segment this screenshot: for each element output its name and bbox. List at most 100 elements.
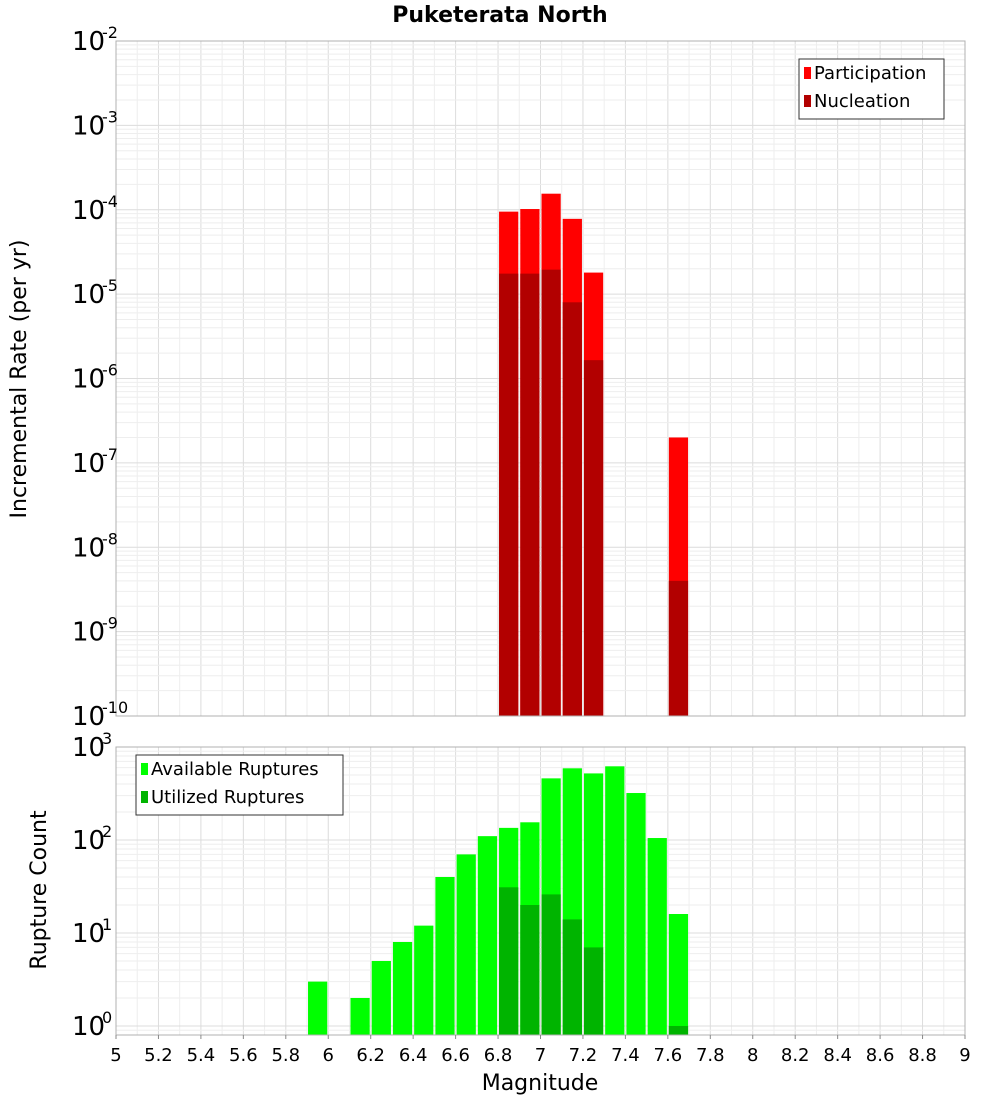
y-tick-base: 10 [72,280,105,310]
bar [499,887,519,1035]
bar [456,854,476,1035]
plot-frame [115,40,966,717]
x-tick-label: 7.6 [654,1045,683,1066]
y-tick-base: 10 [72,826,105,856]
top-y-axis-label: Incremental Rate (per yr) [7,240,32,519]
chart-title: Puketerata North [392,3,607,28]
bar [605,766,625,1035]
y-tick-base: 10 [72,1012,105,1042]
top-panel: 10-210-310-410-510-610-710-810-910-10Par… [72,23,966,732]
grid [115,40,966,717]
bar [477,836,498,1035]
y-tick-exponent: 3 [102,729,112,748]
y-tick-label: 10-8 [72,529,118,563]
y-tick-label: 10-6 [72,361,118,395]
y-tick-exponent: -2 [102,23,118,42]
x-tick-label: 6.6 [441,1045,470,1066]
bar [668,1025,689,1035]
bar [583,360,604,716]
y-tick-exponent: 2 [102,822,112,841]
y-tick-exponent: -5 [102,276,118,295]
y-tick-base: 10 [72,919,105,949]
bar [308,981,328,1035]
x-tick-label: 5.4 [187,1045,216,1066]
bar [499,273,519,716]
y-tick-base: 10 [72,365,105,395]
x-tick-label: 5.6 [229,1045,258,1066]
y-tick-exponent: -9 [102,614,118,633]
x-tick-label: 8.6 [866,1045,895,1066]
x-axis-label: Magnitude [482,1071,599,1096]
y-tick-label: 10-7 [72,445,118,479]
bottom-y-axis-label: Rupture Count [27,810,52,970]
x-axis: 5 5.2 5.4 5.6 5.8 6 6.2 6.4 6.6 6.8 7 7.2 7.4 7.6 7.8 8… [110,1035,971,1066]
x-tick-label: 9 [959,1045,970,1066]
y-tick-label: 103 [72,729,112,763]
y-tick-base: 10 [72,111,105,141]
y-tick-base: 10 [72,196,105,226]
bar [520,273,540,716]
y-tick-base: 10 [72,533,105,563]
bar [647,838,667,1035]
bar [562,919,582,1035]
x-tick-label: 6.8 [484,1045,513,1066]
y-tick-exponent: -10 [102,698,128,717]
y-tick-base: 10 [72,702,105,732]
y-tick-label: 100 [72,1008,112,1042]
y-tick-exponent: -4 [102,192,118,211]
bar [541,894,561,1035]
legend-swatch [141,791,148,803]
bar [414,925,434,1035]
legend-label: Participation [814,63,926,84]
y-tick-label: 10-10 [72,698,128,732]
x-tick-label: 8 [747,1045,758,1066]
x-tick-label: 8.2 [781,1045,810,1066]
bar [435,877,455,1035]
legend: Participation Nucleation [798,58,945,120]
bar [562,302,582,716]
y-tick-exponent: -3 [102,107,118,126]
x-tick-label: 7.4 [611,1045,640,1066]
x-tick-label: 8.8 [908,1045,937,1066]
y-tick-label: 10-4 [72,192,118,226]
series-available-ruptures [308,766,689,1035]
legend-box [135,754,344,816]
x-tick-label: 6 [323,1045,334,1066]
y-tick-base: 10 [72,449,105,479]
y-tick-label: 102 [72,822,112,856]
x-tick-label: 6.4 [399,1045,428,1066]
bar [541,269,561,716]
y-tick-label: 10-9 [72,614,118,648]
legend-label: Available Ruptures [151,759,319,780]
bar [583,947,604,1035]
x-tick-label: 7.2 [569,1045,598,1066]
bar [350,997,370,1035]
series-nucleation [499,269,689,716]
series-utilized-ruptures [499,887,689,1035]
y-tick-exponent: -6 [102,361,118,380]
bar [392,942,413,1035]
x-tick-label: 7 [535,1045,546,1066]
y-tick-label: 101 [72,915,112,949]
x-tick-label: 6.2 [356,1045,385,1066]
x-tick-label: 7.8 [696,1045,725,1066]
legend-label: Nucleation [814,91,910,112]
y-tick-exponent: -7 [102,445,118,464]
x-tick-label: 5.2 [144,1045,173,1066]
y-tick-label: 10-2 [72,23,118,57]
bar [520,904,540,1035]
legend: Available Ruptures Utilized Ruptures [135,754,344,816]
legend-swatch [804,95,811,107]
y-tick-base: 10 [72,733,105,763]
y-tick-label: 10-3 [72,107,118,141]
bar [668,580,689,716]
y-tick-base: 10 [72,27,105,57]
legend-swatch [804,67,811,79]
bar [668,914,689,1035]
y-tick-label: 10-5 [72,276,118,310]
bar [371,960,391,1035]
y-tick-exponent: 1 [102,915,112,934]
x-tick-label: 5 [110,1045,121,1066]
x-tick-label: 5.8 [271,1045,300,1066]
